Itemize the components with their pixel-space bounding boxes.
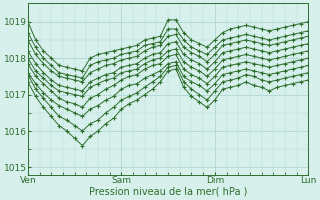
X-axis label: Pression niveau de la mer( hPa ): Pression niveau de la mer( hPa ) bbox=[89, 187, 247, 197]
